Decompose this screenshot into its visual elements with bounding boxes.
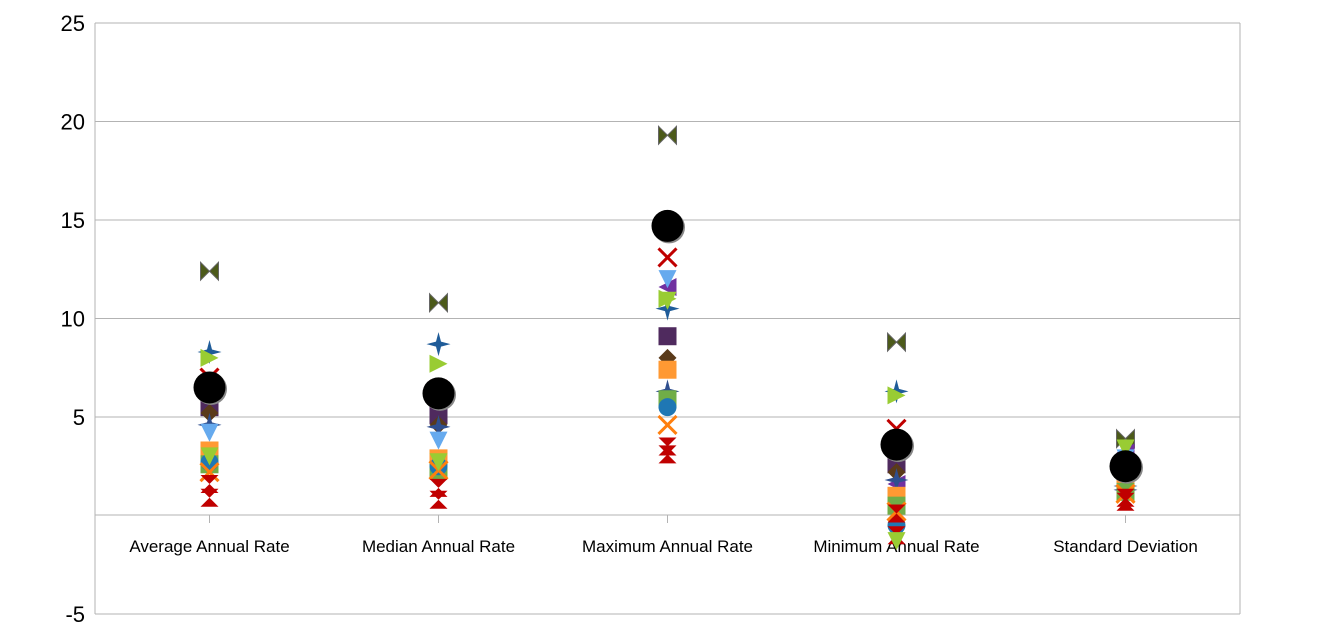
- y-tick-label: 10: [61, 307, 85, 332]
- x-tick-label: Median Annual Rate: [362, 537, 515, 556]
- data-point: [658, 270, 677, 289]
- x-tick-label: Maximum Annual Rate: [582, 537, 753, 556]
- data-point: [658, 291, 677, 310]
- data-point: [200, 348, 219, 367]
- data-point: [887, 386, 906, 405]
- data-point: [429, 354, 448, 373]
- y-tick-label: 15: [61, 208, 85, 233]
- data-point: [426, 332, 451, 357]
- data-point: [1109, 450, 1143, 484]
- data-point: [429, 453, 448, 472]
- data-point: [657, 247, 678, 268]
- data-point: [199, 462, 220, 483]
- data-point: [658, 437, 677, 456]
- data-point: [658, 327, 677, 346]
- data-point: [429, 490, 448, 509]
- data-point: [197, 339, 222, 364]
- data-point: [884, 468, 909, 493]
- y-tick-label: 5: [73, 405, 85, 430]
- data-point: [429, 431, 448, 450]
- data-point: [200, 261, 219, 282]
- x-tick-label: Standard Deviation: [1053, 537, 1198, 556]
- data-point: [200, 474, 219, 493]
- data-point: [651, 209, 685, 244]
- data-point: [426, 414, 451, 439]
- data-point: [887, 331, 906, 353]
- data-point: [887, 532, 906, 551]
- data-point: [200, 423, 219, 442]
- data-point: [1116, 492, 1135, 511]
- data-point: [200, 488, 219, 507]
- data-point: [429, 292, 448, 313]
- data-point: [1116, 439, 1135, 458]
- data-point: [657, 414, 678, 435]
- data-point: [193, 371, 227, 405]
- data-point: [658, 398, 677, 417]
- y-tick-label: 20: [61, 110, 85, 135]
- data-point: [887, 504, 906, 523]
- data-point: [658, 360, 677, 379]
- data-points: [193, 125, 1143, 551]
- data-point: [200, 447, 219, 466]
- y-tick-label: 25: [61, 11, 85, 36]
- x-axis-tick-labels: Average Annual Rate Median Annual Rate Max…: [129, 537, 1197, 556]
- y-tick-label: -5: [65, 602, 85, 624]
- y-axis-tick-labels: -5 5 10 15 20 25: [61, 11, 85, 624]
- data-point: [422, 377, 456, 411]
- data-point: [880, 428, 914, 463]
- x-tick-label: Average Annual Rate: [129, 537, 289, 556]
- data-point: [658, 445, 677, 464]
- data-point: [658, 125, 677, 146]
